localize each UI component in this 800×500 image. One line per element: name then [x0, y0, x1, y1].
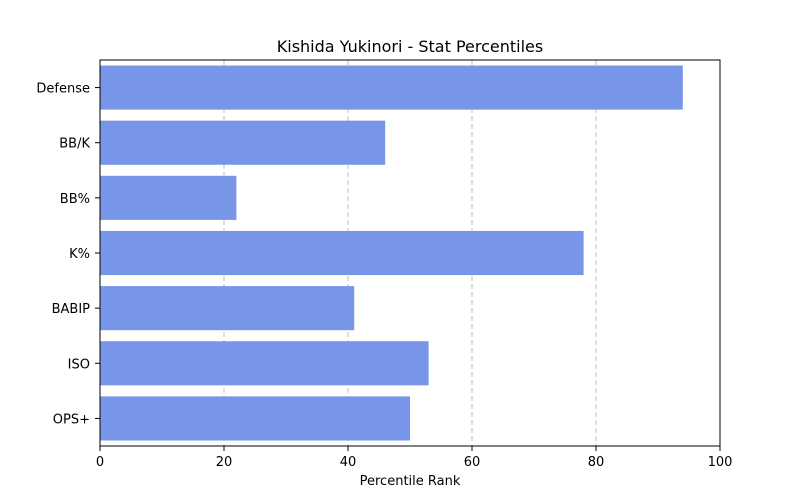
y-tick-label: BABIP	[52, 302, 91, 317]
bar-ops-	[100, 396, 410, 441]
x-axis-label: Percentile Rank	[360, 474, 461, 489]
y-tick-label: BB/K	[59, 137, 90, 152]
x-axis-ticks: 0 20 40 60 80 100	[96, 446, 733, 470]
chart-title: Kishida Yukinori - Stat Percentiles	[277, 37, 543, 56]
y-tick-label: K%	[69, 247, 90, 262]
bar-bb-	[100, 175, 237, 220]
bar-iso	[100, 341, 429, 386]
bar-defense	[100, 65, 683, 110]
y-tick-label: BB%	[60, 192, 90, 207]
x-tick-label: 40	[340, 455, 357, 470]
y-tick-label: Defense	[36, 82, 90, 97]
x-tick-label: 20	[216, 455, 233, 470]
x-tick-label: 80	[588, 455, 605, 470]
y-tick-label: OPS+	[53, 412, 90, 427]
bar-babip	[100, 286, 355, 331]
bar-bb-k	[100, 120, 386, 165]
x-tick-label: 100	[708, 455, 733, 470]
x-tick-label: 0	[96, 455, 104, 470]
bar-k-	[100, 230, 584, 276]
bars	[100, 65, 683, 441]
x-tick-label: 60	[464, 455, 481, 470]
y-tick-label: ISO	[68, 357, 90, 372]
y-axis-ticks: Defense BB/K BB% K% BABIP ISO OPS+	[36, 82, 100, 427]
